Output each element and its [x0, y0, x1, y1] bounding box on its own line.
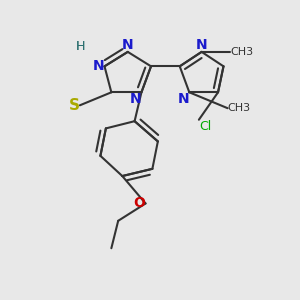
Text: S: S: [69, 98, 80, 113]
Text: O: O: [134, 196, 146, 211]
Text: CH3: CH3: [230, 47, 254, 57]
Text: N: N: [122, 38, 134, 52]
Text: CH3: CH3: [228, 103, 251, 113]
Text: N: N: [178, 92, 189, 106]
Text: H: H: [76, 40, 86, 53]
Text: N: N: [196, 38, 207, 52]
Text: H: H: [76, 40, 86, 53]
Text: N: N: [93, 59, 104, 73]
Text: N: N: [130, 92, 141, 106]
Text: Cl: Cl: [199, 120, 211, 133]
